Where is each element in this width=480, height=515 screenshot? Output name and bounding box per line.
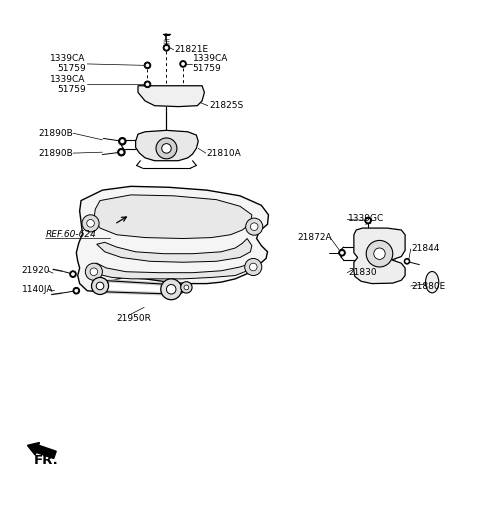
Circle shape bbox=[340, 251, 344, 254]
Circle shape bbox=[144, 81, 151, 88]
Circle shape bbox=[365, 217, 372, 224]
Circle shape bbox=[163, 44, 170, 51]
Circle shape bbox=[367, 219, 370, 222]
Circle shape bbox=[70, 271, 76, 278]
Text: FR.: FR. bbox=[34, 454, 59, 467]
Circle shape bbox=[96, 282, 104, 290]
Circle shape bbox=[366, 241, 393, 267]
Circle shape bbox=[180, 282, 192, 293]
Text: 1339CA
51759: 1339CA 51759 bbox=[50, 75, 86, 94]
Circle shape bbox=[161, 279, 181, 300]
Circle shape bbox=[92, 278, 108, 295]
Text: 21890B: 21890B bbox=[38, 129, 73, 138]
Circle shape bbox=[180, 61, 186, 67]
FancyArrow shape bbox=[27, 442, 56, 458]
Text: 21890B: 21890B bbox=[38, 149, 73, 158]
Circle shape bbox=[90, 268, 97, 276]
Circle shape bbox=[75, 289, 78, 292]
Polygon shape bbox=[91, 263, 247, 279]
Circle shape bbox=[72, 272, 74, 276]
Circle shape bbox=[120, 150, 123, 154]
Polygon shape bbox=[138, 86, 204, 107]
Circle shape bbox=[73, 287, 80, 294]
Circle shape bbox=[251, 223, 258, 230]
Polygon shape bbox=[136, 130, 198, 161]
Text: 1339CA
51759: 1339CA 51759 bbox=[50, 55, 86, 74]
Text: 21821E: 21821E bbox=[175, 45, 209, 54]
Circle shape bbox=[156, 138, 177, 159]
Circle shape bbox=[82, 215, 99, 232]
Circle shape bbox=[406, 260, 408, 263]
Circle shape bbox=[144, 62, 151, 68]
Circle shape bbox=[118, 148, 125, 156]
Circle shape bbox=[404, 259, 410, 264]
Text: 21872A: 21872A bbox=[297, 233, 332, 242]
Circle shape bbox=[165, 46, 168, 49]
Circle shape bbox=[146, 83, 149, 86]
Text: 1339CA
51759: 1339CA 51759 bbox=[192, 55, 228, 74]
Polygon shape bbox=[94, 195, 252, 238]
Text: 1339GC: 1339GC bbox=[348, 214, 384, 223]
Circle shape bbox=[167, 285, 176, 294]
Circle shape bbox=[374, 248, 385, 260]
Polygon shape bbox=[96, 238, 252, 262]
Circle shape bbox=[162, 144, 171, 153]
Ellipse shape bbox=[425, 271, 439, 293]
Circle shape bbox=[120, 140, 124, 143]
Circle shape bbox=[146, 64, 149, 67]
Text: 21950R: 21950R bbox=[117, 314, 152, 323]
Text: 21880E: 21880E bbox=[412, 282, 446, 291]
Text: REF.60-624: REF.60-624 bbox=[46, 230, 96, 239]
Polygon shape bbox=[76, 186, 268, 291]
Text: 1140JA: 1140JA bbox=[22, 285, 53, 294]
Circle shape bbox=[85, 263, 102, 280]
Polygon shape bbox=[354, 228, 405, 284]
Circle shape bbox=[184, 285, 189, 290]
Circle shape bbox=[119, 138, 126, 145]
Text: 21825S: 21825S bbox=[209, 101, 243, 110]
Circle shape bbox=[245, 259, 262, 276]
Circle shape bbox=[181, 62, 185, 65]
Text: 21830: 21830 bbox=[348, 268, 377, 277]
Circle shape bbox=[246, 218, 263, 235]
Text: 21844: 21844 bbox=[412, 244, 440, 252]
Circle shape bbox=[250, 263, 257, 271]
Circle shape bbox=[339, 249, 345, 256]
Text: 21920: 21920 bbox=[22, 266, 50, 276]
Text: 21810A: 21810A bbox=[207, 149, 241, 158]
Circle shape bbox=[87, 219, 95, 227]
